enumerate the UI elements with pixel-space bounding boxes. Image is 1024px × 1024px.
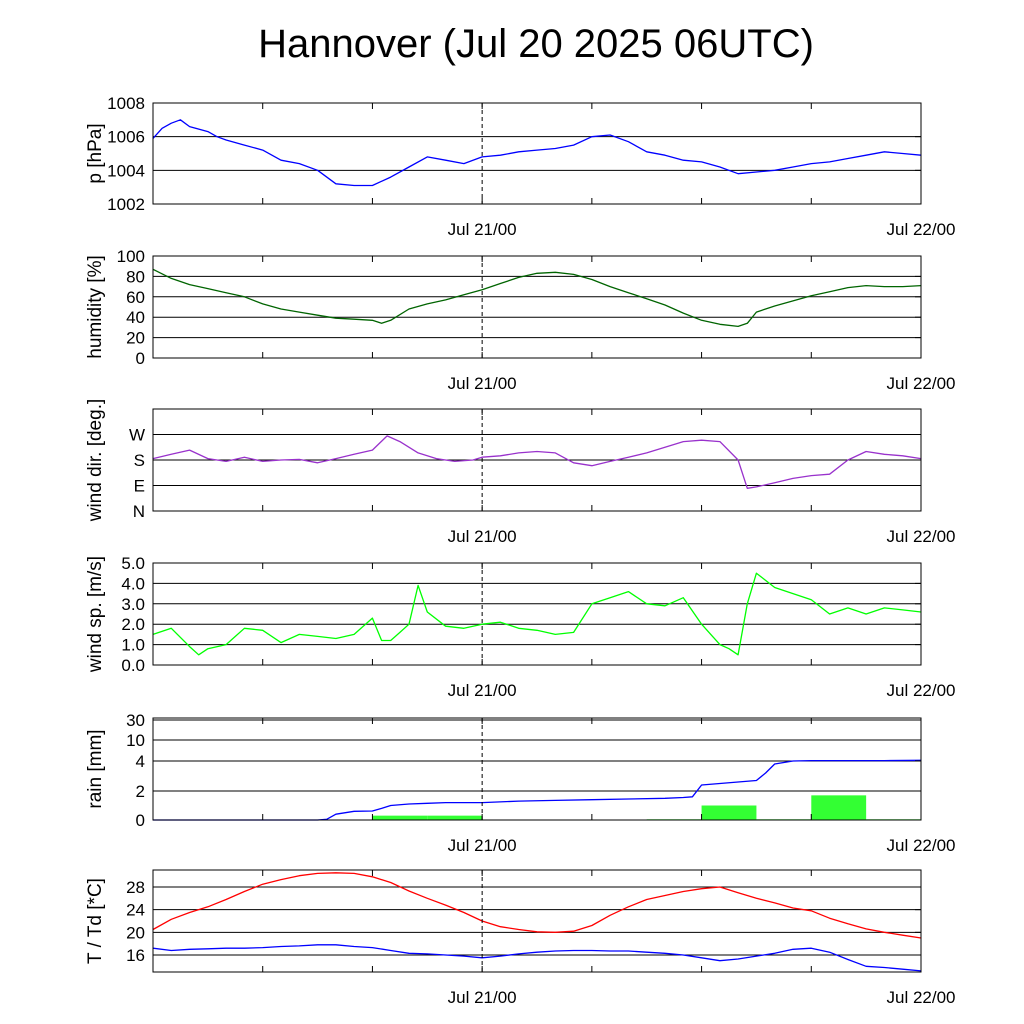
y-tick-label: 4.0: [121, 574, 145, 593]
y-tick-label: 28: [126, 878, 145, 897]
y-tick-label: 1008: [107, 94, 145, 113]
y-tick-label: 16: [126, 946, 145, 965]
plot-frame: [152, 869, 922, 973]
rain-bar: [811, 795, 867, 820]
y-tick-label: 1.0: [121, 636, 145, 655]
chart-title: Hannover (Jul 20 2025 06UTC): [258, 22, 814, 66]
x-tick-label: Jul 22/00: [887, 527, 956, 546]
y-tick-label: 3.0: [121, 595, 145, 614]
x-tick-label: Jul 21/00: [448, 988, 517, 1007]
panel-4: 0.01.0 2.03.0 4.05.0 Jul 21/00 Jul 22/00 wind…: [85, 554, 956, 700]
panel-6: 16 20 24 28 Jul 21/00 Jul 22/00 T / Td [*C]: [85, 869, 956, 1007]
y-tick-label: 4: [136, 752, 145, 771]
y-tick-label: W: [129, 426, 145, 445]
panel-1: 1002 1004 1006 1008 Jul 21/00 Jul 22/00 p [hPa…: [85, 94, 956, 239]
y-axis-label: wind sp. [m/s]: [85, 556, 106, 673]
rain-bar: [372, 815, 428, 820]
x-tick-label: Jul 21/00: [448, 220, 517, 239]
y-tick-label: 2: [136, 782, 145, 801]
x-tick-label: Jul 21/00: [448, 527, 517, 546]
x-tick-label: Jul 21/00: [448, 374, 517, 393]
y-tick-label: 20: [126, 329, 145, 348]
y-axis-label: rain [mm]: [85, 729, 106, 808]
y-tick-label: N: [133, 502, 145, 521]
y-tick-label: 0: [136, 811, 145, 830]
y-tick-label: 80: [126, 267, 145, 286]
data-series-line: [152, 268, 922, 328]
y-tick-label: 24: [126, 901, 145, 920]
y-tick-label: 20: [126, 923, 145, 942]
data-series-line: [152, 872, 922, 939]
data-series-line: [152, 119, 922, 187]
x-tick-label: Jul 22/00: [887, 374, 956, 393]
data-series-line: [153, 759, 922, 821]
x-tick-label: Jul 22/00: [887, 988, 956, 1007]
y-tick-label: 40: [126, 308, 145, 327]
y-tick-label: 1004: [107, 161, 145, 180]
x-tick-label: Jul 21/00: [448, 681, 517, 700]
y-tick-label: 1002: [107, 195, 145, 214]
y-axis-label: wind dir. [deg.]: [85, 399, 106, 523]
plot-frame: [152, 255, 922, 359]
y-axis-label: humidity [%]: [85, 255, 106, 358]
y-tick-label: 10: [126, 731, 145, 750]
plot-frame: [152, 562, 922, 666]
y-tick-label: 1006: [107, 128, 145, 147]
y-axis-label: T / Td [*C]: [85, 878, 106, 964]
x-tick-label: Jul 21/00: [448, 836, 517, 855]
y-tick-label: 100: [117, 247, 145, 266]
x-tick-label: Jul 22/00: [887, 836, 956, 855]
x-tick-label: Jul 22/00: [887, 220, 956, 239]
y-tick-label: S: [134, 451, 145, 470]
y-tick-label: E: [134, 477, 145, 496]
y-tick-label: 60: [126, 288, 145, 307]
y-tick-label: 0: [136, 349, 145, 368]
rain-bar: [701, 805, 757, 820]
x-tick-label: Jul 22/00: [887, 681, 956, 700]
plot-frame: [152, 717, 922, 821]
data-series-line: [152, 572, 922, 656]
y-tick-label: 0.0: [121, 656, 145, 675]
plot-frame: [152, 102, 922, 205]
y-tick-label: 30: [126, 711, 145, 730]
y-tick-label: 2.0: [121, 615, 145, 634]
data-series-line: [152, 435, 922, 489]
y-axis-label: p [hPa]: [85, 123, 106, 183]
y-tick-label: 5.0: [121, 554, 145, 573]
data-series-line: [152, 944, 922, 972]
rain-bar: [427, 815, 483, 820]
